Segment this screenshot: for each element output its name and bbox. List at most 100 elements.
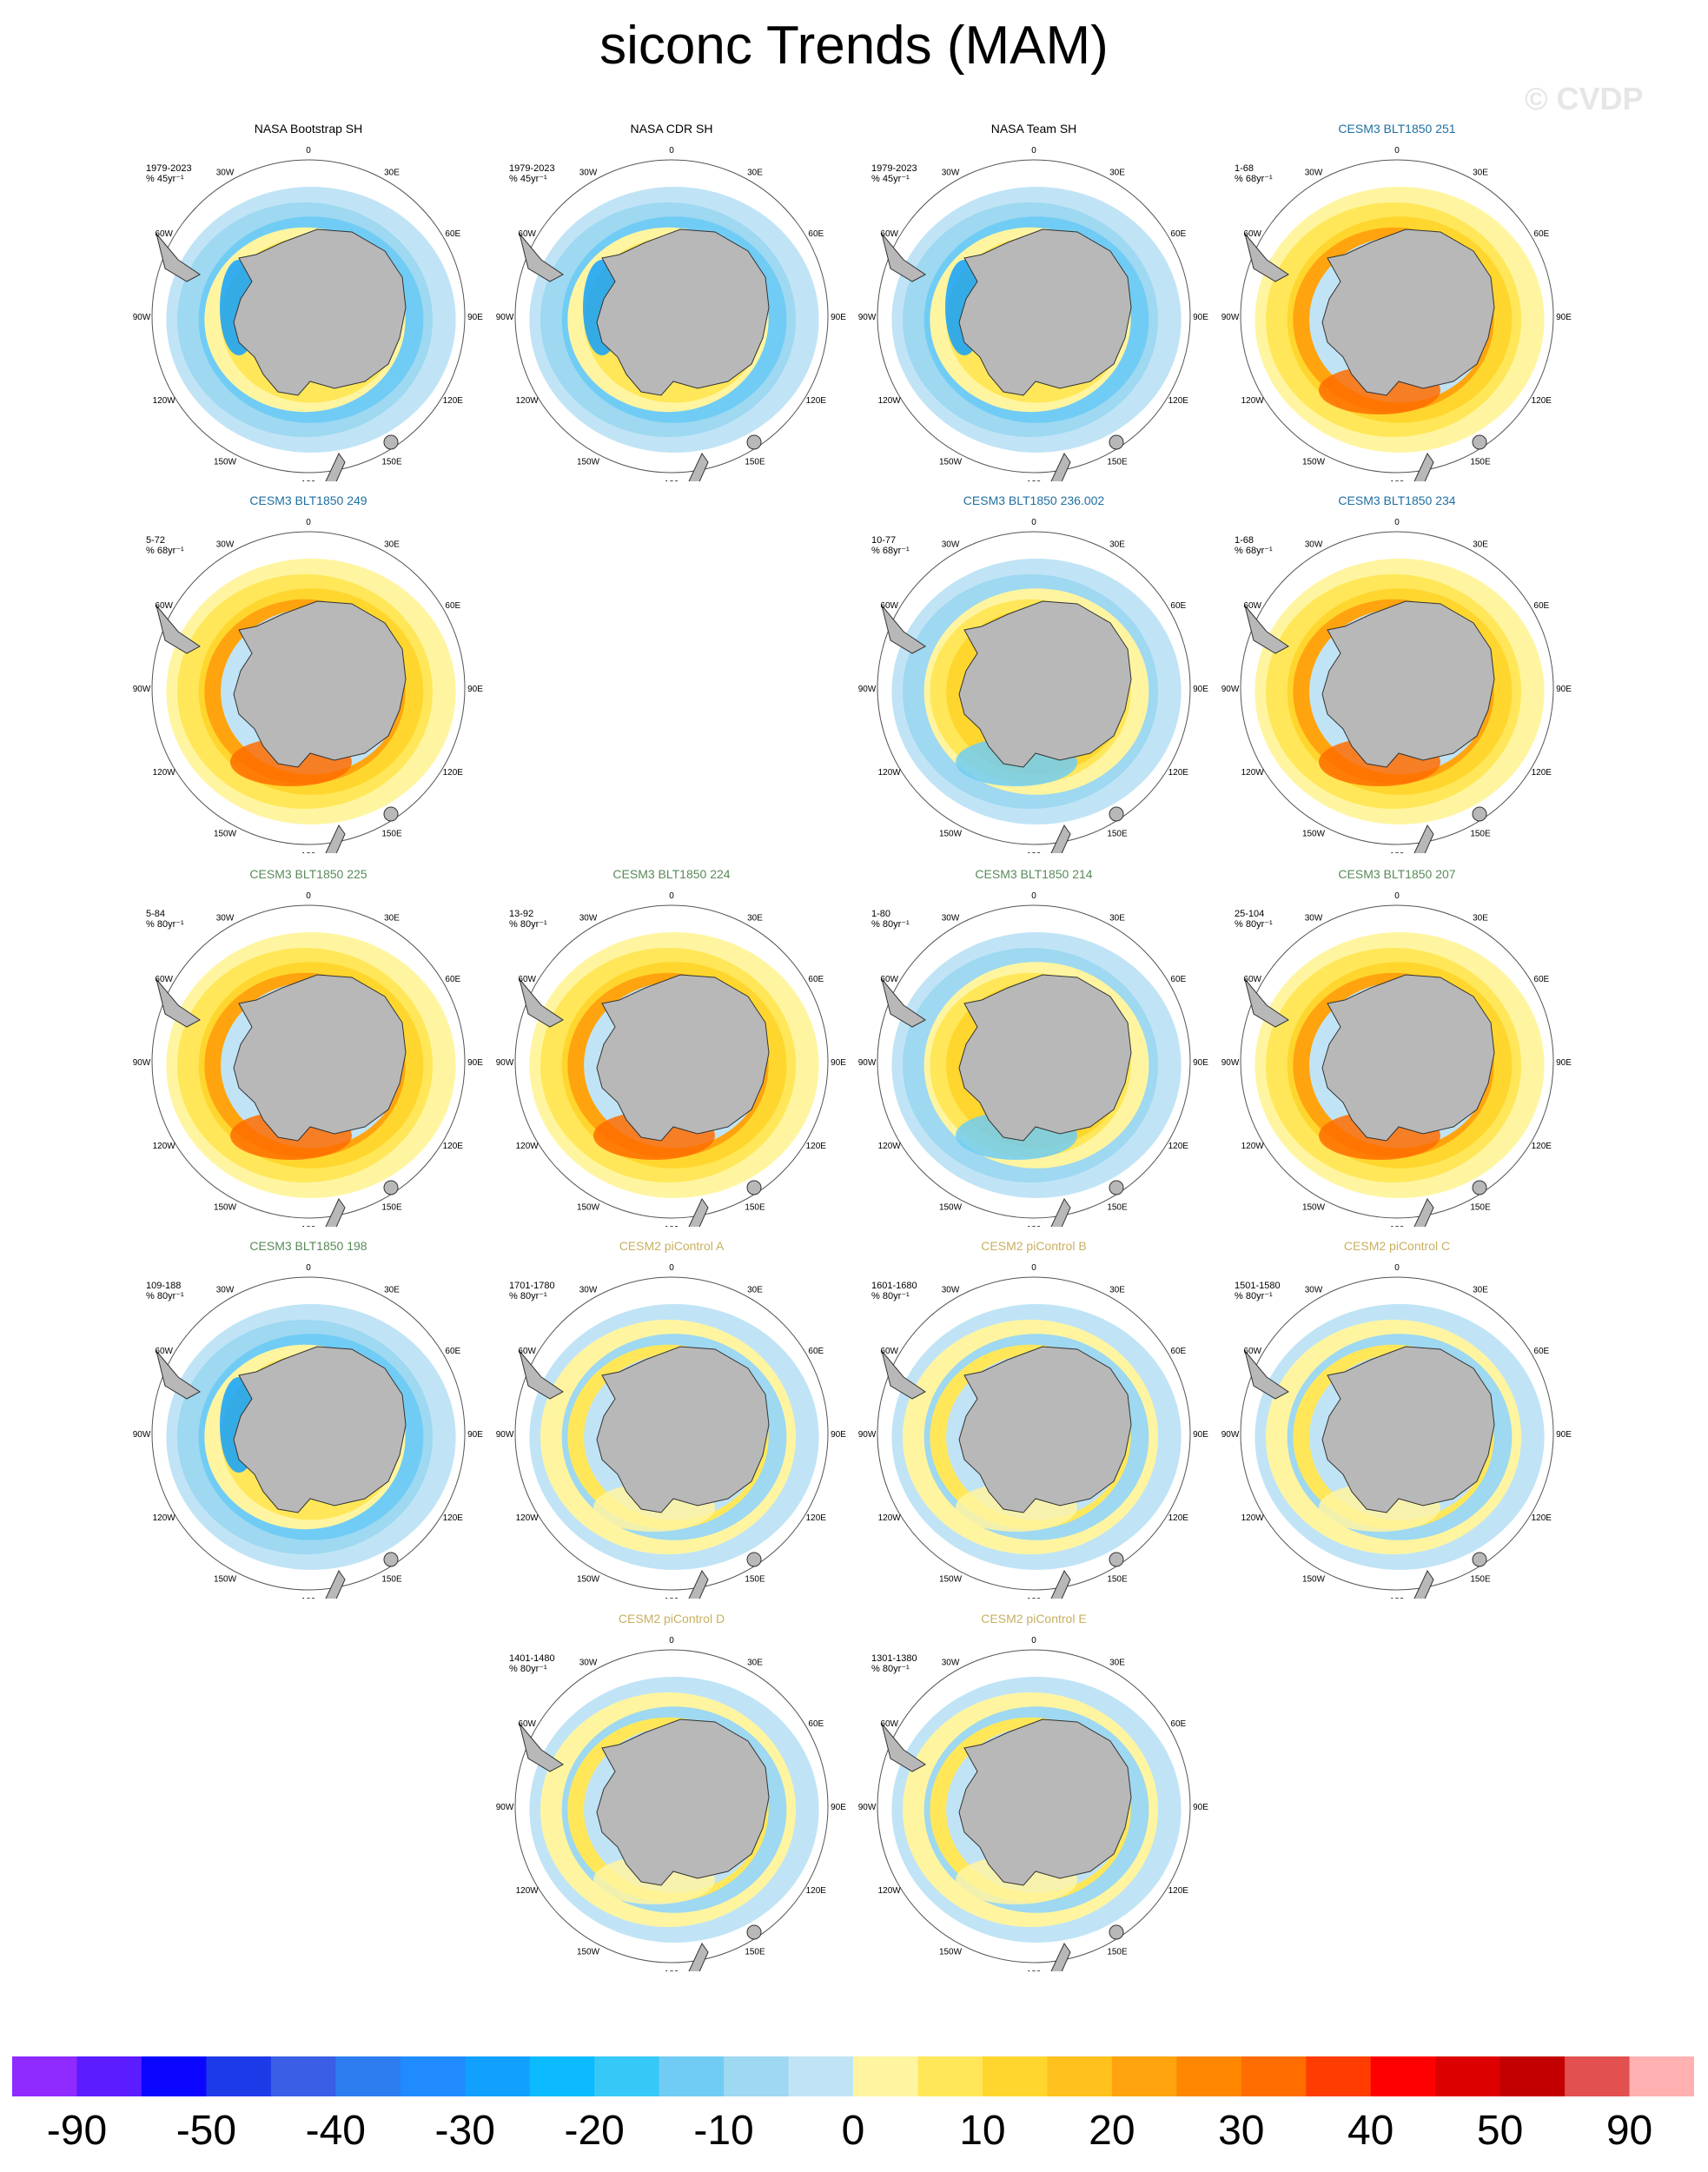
longitude-label: 60W <box>155 601 173 611</box>
longitude-label: 90E <box>831 313 846 322</box>
south-america-landmass <box>881 233 926 282</box>
colorbar <box>12 2056 1694 2096</box>
map-panel: CESM2 piControl C 1501-1580% 80yr⁻¹ 0 30E 60… <box>1219 1239 1575 1604</box>
longitude-label: 0 <box>669 146 674 156</box>
longitude-label: 120W <box>153 768 176 778</box>
longitude-label: 120E <box>443 1513 464 1523</box>
colorbar-tick-label: -50 <box>175 2108 237 2154</box>
longitude-label: 0 <box>669 1263 674 1273</box>
longitude-label: 90E <box>831 1430 846 1440</box>
longitude-label: 30W <box>942 540 960 550</box>
polar-map: 0 30E 60E 90E 120E 150E 180 150W 120W 90W 60W 30W <box>133 891 483 1227</box>
new-zealand-landmass <box>688 1570 709 1599</box>
tasmania-landmass <box>383 434 399 450</box>
longitude-label: 120W <box>878 1513 902 1523</box>
map-panel: CESM2 piControl D 1401-1480% 80yr⁻¹ 0 30E 60… <box>493 1612 850 1977</box>
panel-title: CESM3 BLT1850 251 <box>1338 122 1456 136</box>
colorbar-tick-label: 30 <box>1218 2108 1265 2154</box>
longitude-label: 60E <box>808 975 824 984</box>
longitude-label: 0 <box>306 891 311 901</box>
map-panel: CESM3 BLT1850 225 5-84% 80yr⁻¹ 0 30E 60E 90E 1… <box>130 867 487 1232</box>
colorbar-tick-label: -30 <box>434 2108 495 2154</box>
longitude-label: 180 <box>1027 480 1042 481</box>
longitude-label: 60W <box>880 601 898 611</box>
longitude-label: 150E <box>381 1574 402 1584</box>
antarctica-landmass <box>958 600 1132 768</box>
south-america-landmass <box>519 978 564 1028</box>
new-zealand-landmass <box>688 1198 709 1227</box>
longitude-label: 180 <box>1027 1225 1042 1227</box>
longitude-label: 30E <box>384 914 400 924</box>
panel-title: CESM3 BLT1850 225 <box>249 867 367 881</box>
panel-title: CESM3 BLT1850 207 <box>1338 867 1456 881</box>
south-america-landmass <box>156 978 201 1028</box>
longitude-label: 120W <box>1241 1142 1265 1151</box>
panel-title: NASA Bootstrap SH <box>254 122 363 136</box>
colorbar-swatch <box>76 2056 142 2096</box>
longitude-label: 90E <box>831 1803 846 1812</box>
colorbar-swatch <box>141 2056 207 2096</box>
colorbar-swatch <box>853 2056 918 2096</box>
tasmania-landmass <box>1472 1552 1487 1567</box>
antarctica-landmass <box>958 1346 1132 1513</box>
longitude-label: 90W <box>858 1058 877 1068</box>
longitude-label: 30W <box>579 1286 598 1295</box>
longitude-label: 180 <box>301 851 316 853</box>
longitude-label: 30E <box>1109 1659 1125 1668</box>
map-panel: NASA CDR SH 1979-2023% 45yr⁻¹ 0 30E 60E 90E 12… <box>493 122 850 487</box>
polar-map: 0 30E 60E 90E 120E 150E 180 150W 120W 90W 60W 30W <box>496 1263 846 1599</box>
tasmania-landmass <box>1472 1180 1487 1195</box>
longitude-label: 30W <box>216 914 235 924</box>
antarctica-landmass <box>596 974 770 1142</box>
longitude-label: 30E <box>384 1286 400 1295</box>
polar-map: 0 30E 60E 90E 120E 150E 180 150W 120W 90W 60W 30W <box>858 1636 1208 1971</box>
panel-unit: % 80yr⁻¹ <box>509 919 547 930</box>
longitude-label: 150E <box>381 457 402 467</box>
panel-title: NASA Team SH <box>990 122 1077 136</box>
colorbar-tick-label: 10 <box>959 2108 1006 2154</box>
longitude-label: 120E <box>806 1142 827 1151</box>
longitude-label: 150W <box>577 1947 600 1957</box>
longitude-label: 30W <box>216 1286 235 1295</box>
map-panel: CESM3 BLT1850 234 1-68% 68yr⁻¹ 0 30E 60E 90E 1… <box>1219 493 1575 858</box>
tasmania-landmass <box>383 1552 399 1567</box>
longitude-label: 90W <box>858 685 877 694</box>
longitude-label: 60W <box>880 1347 898 1356</box>
tasmania-landmass <box>746 1552 762 1567</box>
panel-unit: % 80yr⁻¹ <box>146 919 184 930</box>
longitude-label: 150W <box>1302 829 1326 838</box>
longitude-label: 90W <box>496 1803 514 1812</box>
longitude-label: 90E <box>1193 1803 1208 1812</box>
longitude-label: 60W <box>518 975 536 984</box>
antarctica-landmass <box>1321 974 1495 1142</box>
longitude-label: 30W <box>942 914 960 924</box>
tasmania-landmass <box>383 806 399 822</box>
map-panel: CESM3 BLT1850 251 1-68% 68yr⁻¹ 0 30E 60E 90E 1… <box>1219 122 1575 487</box>
longitude-label: 30E <box>1473 914 1488 924</box>
colorbar-swatch <box>1370 2056 1436 2096</box>
new-zealand-landmass <box>1413 1198 1434 1227</box>
longitude-label: 60E <box>808 1719 824 1729</box>
new-zealand-landmass <box>1050 1570 1071 1599</box>
longitude-label: 60E <box>1533 1347 1549 1356</box>
longitude-label: 60W <box>518 1347 536 1356</box>
longitude-label: 30W <box>942 1659 960 1668</box>
longitude-label: 150W <box>214 829 237 838</box>
panel-years: 1979-2023 <box>871 163 917 174</box>
longitude-label: 150W <box>577 457 600 467</box>
map-panel: NASA Team SH 1979-2023% 45yr⁻¹ 0 30E 60E 90E 1… <box>856 122 1212 487</box>
panel-unit: % 80yr⁻¹ <box>871 1664 910 1674</box>
colorbar-swatch <box>917 2056 983 2096</box>
longitude-label: 180 <box>665 1970 679 1971</box>
longitude-label: 30E <box>384 540 400 550</box>
panel-years: 1501-1580 <box>1235 1281 1281 1291</box>
longitude-label: 90E <box>1193 685 1208 694</box>
polar-map: 0 30E 60E 90E 120E 150E 180 150W 120W 90W 60W 30W <box>858 146 1208 481</box>
colorbar-swatch <box>529 2056 595 2096</box>
longitude-label: 90E <box>1556 1058 1572 1068</box>
longitude-label: 120W <box>516 1513 540 1523</box>
panel-title: CESM3 BLT1850 249 <box>249 493 367 507</box>
new-zealand-landmass <box>688 453 709 481</box>
south-america-landmass <box>881 1350 926 1400</box>
longitude-label: 120E <box>1532 1142 1552 1151</box>
